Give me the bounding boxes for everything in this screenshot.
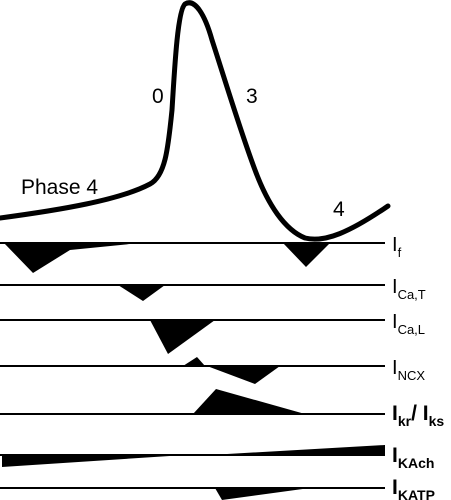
- current-label-IKAch: IKAch: [392, 444, 434, 471]
- current-trace-IKATP: [0, 487, 385, 500]
- phase3-label: 3: [246, 85, 258, 108]
- current-trace-INCX: [0, 357, 385, 384]
- phase0-label: 0: [152, 85, 164, 108]
- phase4-right-label: 4: [333, 198, 345, 221]
- current-label-ICaL: ICa,L: [392, 311, 425, 337]
- current-trace-ICaT: [0, 284, 385, 301]
- current-label-IKATP: IKATP: [392, 476, 435, 500]
- action-potential-curve: [0, 0, 391, 242]
- current-trace-IkrIks: [0, 389, 385, 415]
- current-label-If: If: [392, 234, 402, 260]
- current-label-INCX: INCX: [392, 357, 425, 383]
- current-trace-If: [0, 242, 385, 273]
- current-trace-ICaL: [0, 319, 385, 354]
- current-label-ICaT: ICa,T: [392, 276, 426, 302]
- current-label-IkrIks: Ikr/ Iks: [392, 402, 444, 429]
- current-trace-IKAch: [0, 445, 385, 467]
- phase4-left-label: Phase 4: [21, 176, 98, 199]
